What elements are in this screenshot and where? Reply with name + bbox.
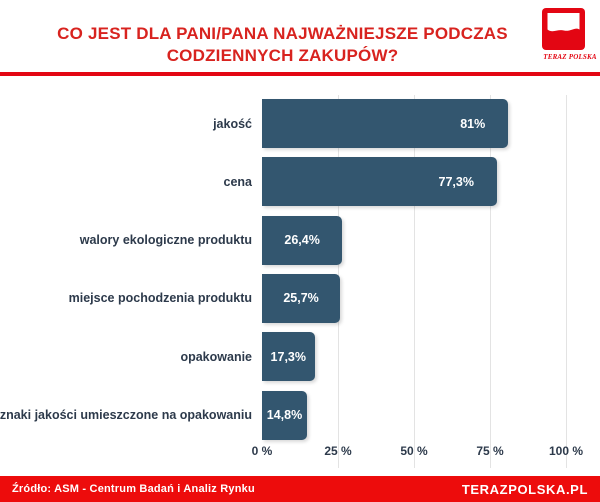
value-label: 17,3%: [270, 349, 307, 364]
bar: 77,3%: [262, 157, 497, 207]
gridline: [413, 95, 415, 468]
bar-row: cena 77,3%: [0, 157, 600, 207]
chart-title-line1: CO JEST DLA PANI/PANA NAJWAŻNIEJSZE PODC…: [57, 24, 508, 43]
chart-title: CO JEST DLA PANI/PANA NAJWAŻNIEJSZE PODC…: [10, 23, 555, 67]
bar: 17,3%: [262, 332, 315, 382]
bar-row: miejsce pochodzenia produktu 25,7%: [0, 273, 600, 323]
x-axis-tick: 100 %: [548, 444, 584, 458]
category-label: jakość: [213, 116, 252, 131]
value-label: 26,4%: [284, 233, 320, 248]
category-label: miejsce pochodzenia produktu: [68, 291, 252, 306]
bar: 26,4%: [262, 215, 343, 265]
bar-row: znaki jakości umieszczone na opakowaniu 1…: [0, 390, 600, 440]
footer-source: Źródło: ASM - Centrum Badań i Analiz Ryn…: [12, 483, 255, 495]
category-label: opakowanie: [180, 349, 252, 364]
chart-title-line2: CODZIENNYCH ZAKUPÓW?: [166, 46, 399, 65]
footer-bar: Źródło: ASM - Centrum Badań i Analiz Ryn…: [0, 476, 600, 502]
bar-row: jakość 81%: [0, 99, 600, 148]
gridline: [565, 95, 567, 468]
x-axis-tick: 50 %: [400, 444, 428, 458]
footer-site-label: TERAZPOLSKA.PL: [461, 481, 588, 497]
category-label: znaki jakości umieszczone na opakowaniu: [0, 408, 252, 422]
x-axis-tick: 0 %: [251, 444, 273, 458]
category-label: cena: [223, 174, 253, 189]
x-axis-tick: 75 %: [476, 444, 504, 458]
teraz-polska-logo-icon: [542, 8, 585, 50]
value-label: 77,3%: [438, 174, 474, 189]
bar-row: walory ekologiczne produktu 26,4%: [0, 215, 600, 265]
value-label: 14,8%: [266, 408, 303, 422]
category-label: walory ekologiczne produktu: [79, 233, 252, 248]
value-label: 25,7%: [283, 291, 319, 306]
bar: 81%: [262, 99, 509, 148]
bar: 14,8%: [262, 390, 307, 440]
teraz-polska-logo-caption: TERAZ POLSKA: [543, 53, 597, 61]
gridline: [489, 95, 491, 468]
bar-row: opakowanie 17,3%: [0, 332, 600, 382]
bar: 25,7%: [262, 273, 341, 323]
value-label: 81%: [460, 116, 486, 131]
x-axis-tick: 25 %: [324, 444, 352, 458]
header-divider: [0, 72, 600, 76]
